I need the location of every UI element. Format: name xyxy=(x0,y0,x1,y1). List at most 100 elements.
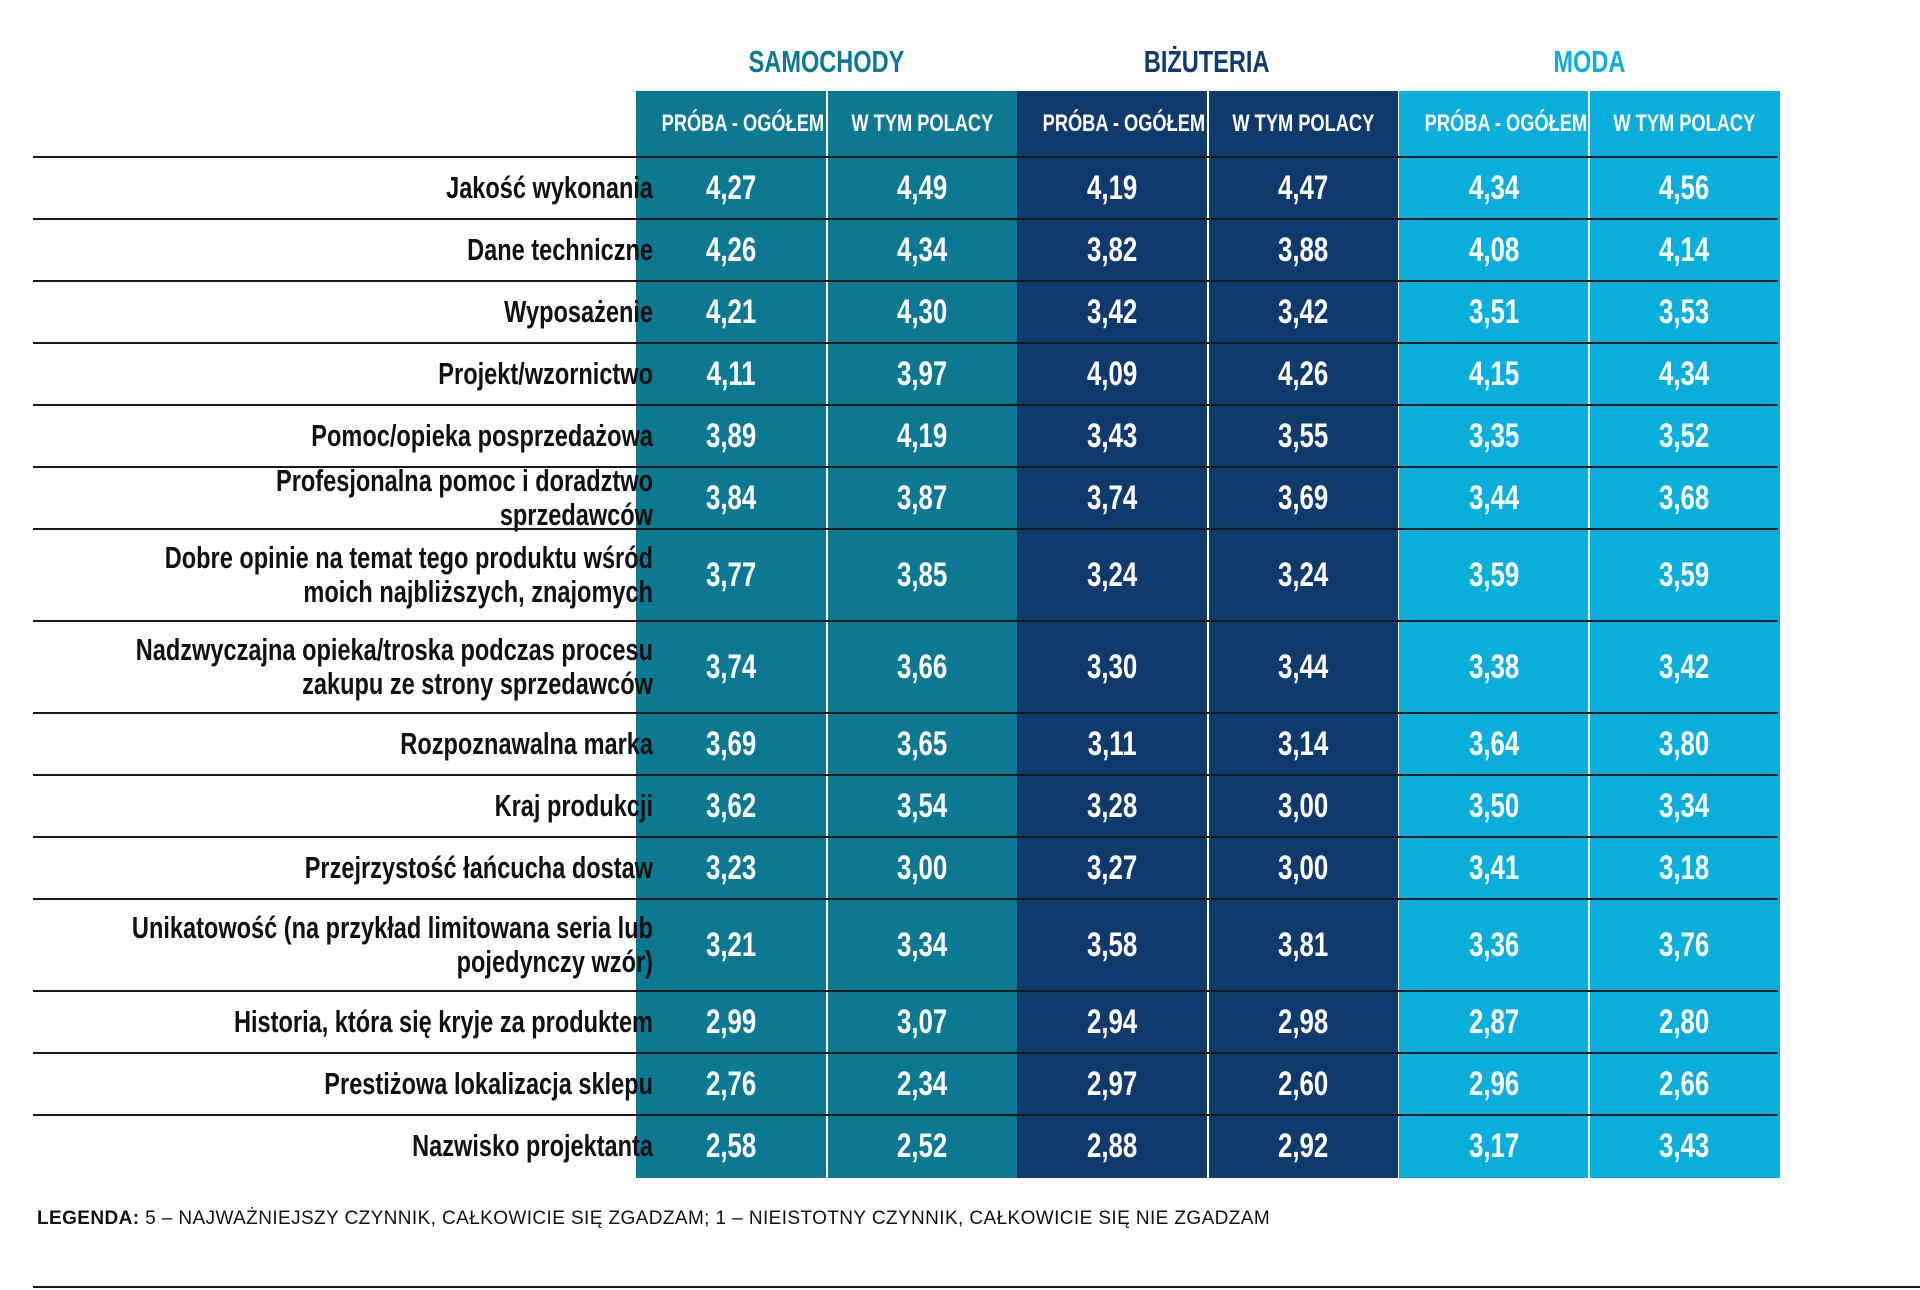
column-header: PRÓBA - OGÓŁEM xyxy=(1017,91,1207,157)
value-cell: 4,27 xyxy=(636,158,826,218)
value-text: 4,27 xyxy=(705,168,757,207)
value-text: 3,28 xyxy=(1086,786,1138,825)
value-cell: 4,15 xyxy=(1399,344,1589,404)
row-label: Nazwisko projektanta xyxy=(0,1116,653,1176)
value-cell: 2,66 xyxy=(1589,1054,1779,1114)
value-cell: 3,43 xyxy=(1589,1116,1779,1176)
row-label-text: Dobre opinie na temat tego produktu wśró… xyxy=(164,540,653,609)
value-text: 4,21 xyxy=(705,292,757,331)
value-cell: 3,62 xyxy=(636,776,826,836)
value-cell: 2,87 xyxy=(1399,992,1589,1052)
value-cell: 3,69 xyxy=(636,714,826,774)
value-cell: 3,68 xyxy=(1589,468,1779,528)
value-cell: 3,00 xyxy=(827,838,1017,898)
value-text: 3,27 xyxy=(1086,848,1138,887)
column-header: W TYM POLACY xyxy=(1589,91,1779,157)
table-row: Historia, która się kryje za produktem 2,… xyxy=(33,990,1778,1052)
legend: LEGENDA: 5 – NAJWAŻNIEJSZY CZYNNIK, CAŁK… xyxy=(37,1208,1270,1230)
value-cell: 3,58 xyxy=(1017,900,1207,990)
value-cell: 3,59 xyxy=(1399,530,1589,620)
value-text: 3,59 xyxy=(1468,555,1520,594)
value-text: 3,18 xyxy=(1658,848,1710,887)
value-cell: 3,77 xyxy=(636,530,826,620)
column-header-text: W TYM POLACY xyxy=(851,110,993,137)
value-text: 3,66 xyxy=(896,647,948,686)
value-text: 4,34 xyxy=(1658,354,1710,393)
table-row: Wyposażenie 4,21 4,30 3,42 3,42 3,51 3,53 xyxy=(33,280,1778,342)
value-cell: 3,34 xyxy=(1589,776,1779,836)
value-cell: 3,64 xyxy=(1399,714,1589,774)
value-text: 3,88 xyxy=(1277,230,1329,269)
value-cell: 3,42 xyxy=(1208,282,1398,342)
value-cell: 2,97 xyxy=(1017,1054,1207,1114)
value-text: 2,58 xyxy=(705,1126,757,1165)
row-label: Jakość wykonania xyxy=(0,158,653,218)
value-text: 2,96 xyxy=(1468,1064,1520,1103)
value-cell: 4,19 xyxy=(827,406,1017,466)
column-separator xyxy=(1207,91,1209,1178)
legend-text: 5 – NAJWAŻNIEJSZY CZYNNIK, CAŁKOWICIE SI… xyxy=(139,1208,1271,1229)
value-text: 3,85 xyxy=(896,555,948,594)
value-text: 4,49 xyxy=(896,168,948,207)
value-cell: 3,51 xyxy=(1399,282,1589,342)
table-row: Rozpoznawalna marka 3,69 3,65 3,11 3,14 3,64 3… xyxy=(33,712,1778,774)
value-text: 3,64 xyxy=(1468,724,1520,763)
value-text: 3,81 xyxy=(1277,925,1329,964)
value-text: 3,42 xyxy=(1086,292,1138,331)
value-text: 3,55 xyxy=(1277,416,1329,455)
value-text: 3,43 xyxy=(1658,1126,1710,1165)
value-cell: 4,49 xyxy=(827,158,1017,218)
value-cell: 2,58 xyxy=(636,1116,826,1176)
value-text: 3,44 xyxy=(1468,478,1520,517)
value-cell: 2,52 xyxy=(827,1116,1017,1176)
value-text: 3,87 xyxy=(896,478,948,517)
value-cell: 3,74 xyxy=(1017,468,1207,528)
value-cell: 3,17 xyxy=(1399,1116,1589,1176)
table-row: Nadzwyczajna opieka/troska podczas proce… xyxy=(33,620,1778,712)
column-separator xyxy=(1588,91,1590,1178)
table-row: Dobre opinie na temat tego produktu wśró… xyxy=(33,528,1778,620)
value-text: 3,44 xyxy=(1277,647,1329,686)
value-cell: 3,35 xyxy=(1399,406,1589,466)
value-cell: 3,88 xyxy=(1208,220,1398,280)
value-cell: 4,47 xyxy=(1208,158,1398,218)
table-row: Prestiżowa lokalizacja sklepu 2,76 2,34 2,9… xyxy=(33,1052,1778,1114)
value-text: 4,19 xyxy=(1086,168,1138,207)
value-text: 3,54 xyxy=(896,786,948,825)
value-text: 4,34 xyxy=(896,230,948,269)
column-header: W TYM POLACY xyxy=(827,91,1017,157)
value-text: 2,76 xyxy=(705,1064,757,1103)
value-cell: 3,00 xyxy=(1208,776,1398,836)
value-text: 4,34 xyxy=(1468,168,1520,207)
value-cell: 4,34 xyxy=(1399,158,1589,218)
row-label-text: Pomoc/opieka posprzedażowa xyxy=(311,418,653,453)
row-label-text: Historia, która się kryje za produktem xyxy=(234,1004,653,1039)
value-cell: 4,14 xyxy=(1589,220,1779,280)
row-label: Wyposażenie xyxy=(0,282,653,342)
value-cell: 3,42 xyxy=(1589,622,1779,712)
value-text: 3,24 xyxy=(1086,555,1138,594)
value-text: 2,99 xyxy=(705,1002,757,1041)
value-text: 3,50 xyxy=(1468,786,1520,825)
value-text: 3,69 xyxy=(705,724,757,763)
value-cell: 3,21 xyxy=(636,900,826,990)
value-cell: 3,50 xyxy=(1399,776,1589,836)
value-text: 4,09 xyxy=(1086,354,1138,393)
value-text: 3,24 xyxy=(1277,555,1329,594)
value-text: 3,23 xyxy=(705,848,757,887)
value-text: 3,53 xyxy=(1658,292,1710,331)
value-cell: 3,89 xyxy=(636,406,826,466)
column-header: W TYM POLACY xyxy=(1208,91,1398,157)
column-separator xyxy=(826,91,828,1178)
row-label: Nadzwyczajna opieka/troska podczas proce… xyxy=(0,622,653,712)
row-label-text: Kraj produkcji xyxy=(494,788,653,823)
value-cell: 3,87 xyxy=(827,468,1017,528)
value-text: 3,84 xyxy=(705,478,757,517)
value-text: 2,80 xyxy=(1658,1002,1710,1041)
row-label-text: Nadzwyczajna opieka/troska podczas proce… xyxy=(135,632,653,701)
value-cell: 3,81 xyxy=(1208,900,1398,990)
value-text: 4,56 xyxy=(1658,168,1710,207)
value-text: 3,89 xyxy=(705,416,757,455)
value-cell: 2,98 xyxy=(1208,992,1398,1052)
row-label: Rozpoznawalna marka xyxy=(0,714,653,774)
